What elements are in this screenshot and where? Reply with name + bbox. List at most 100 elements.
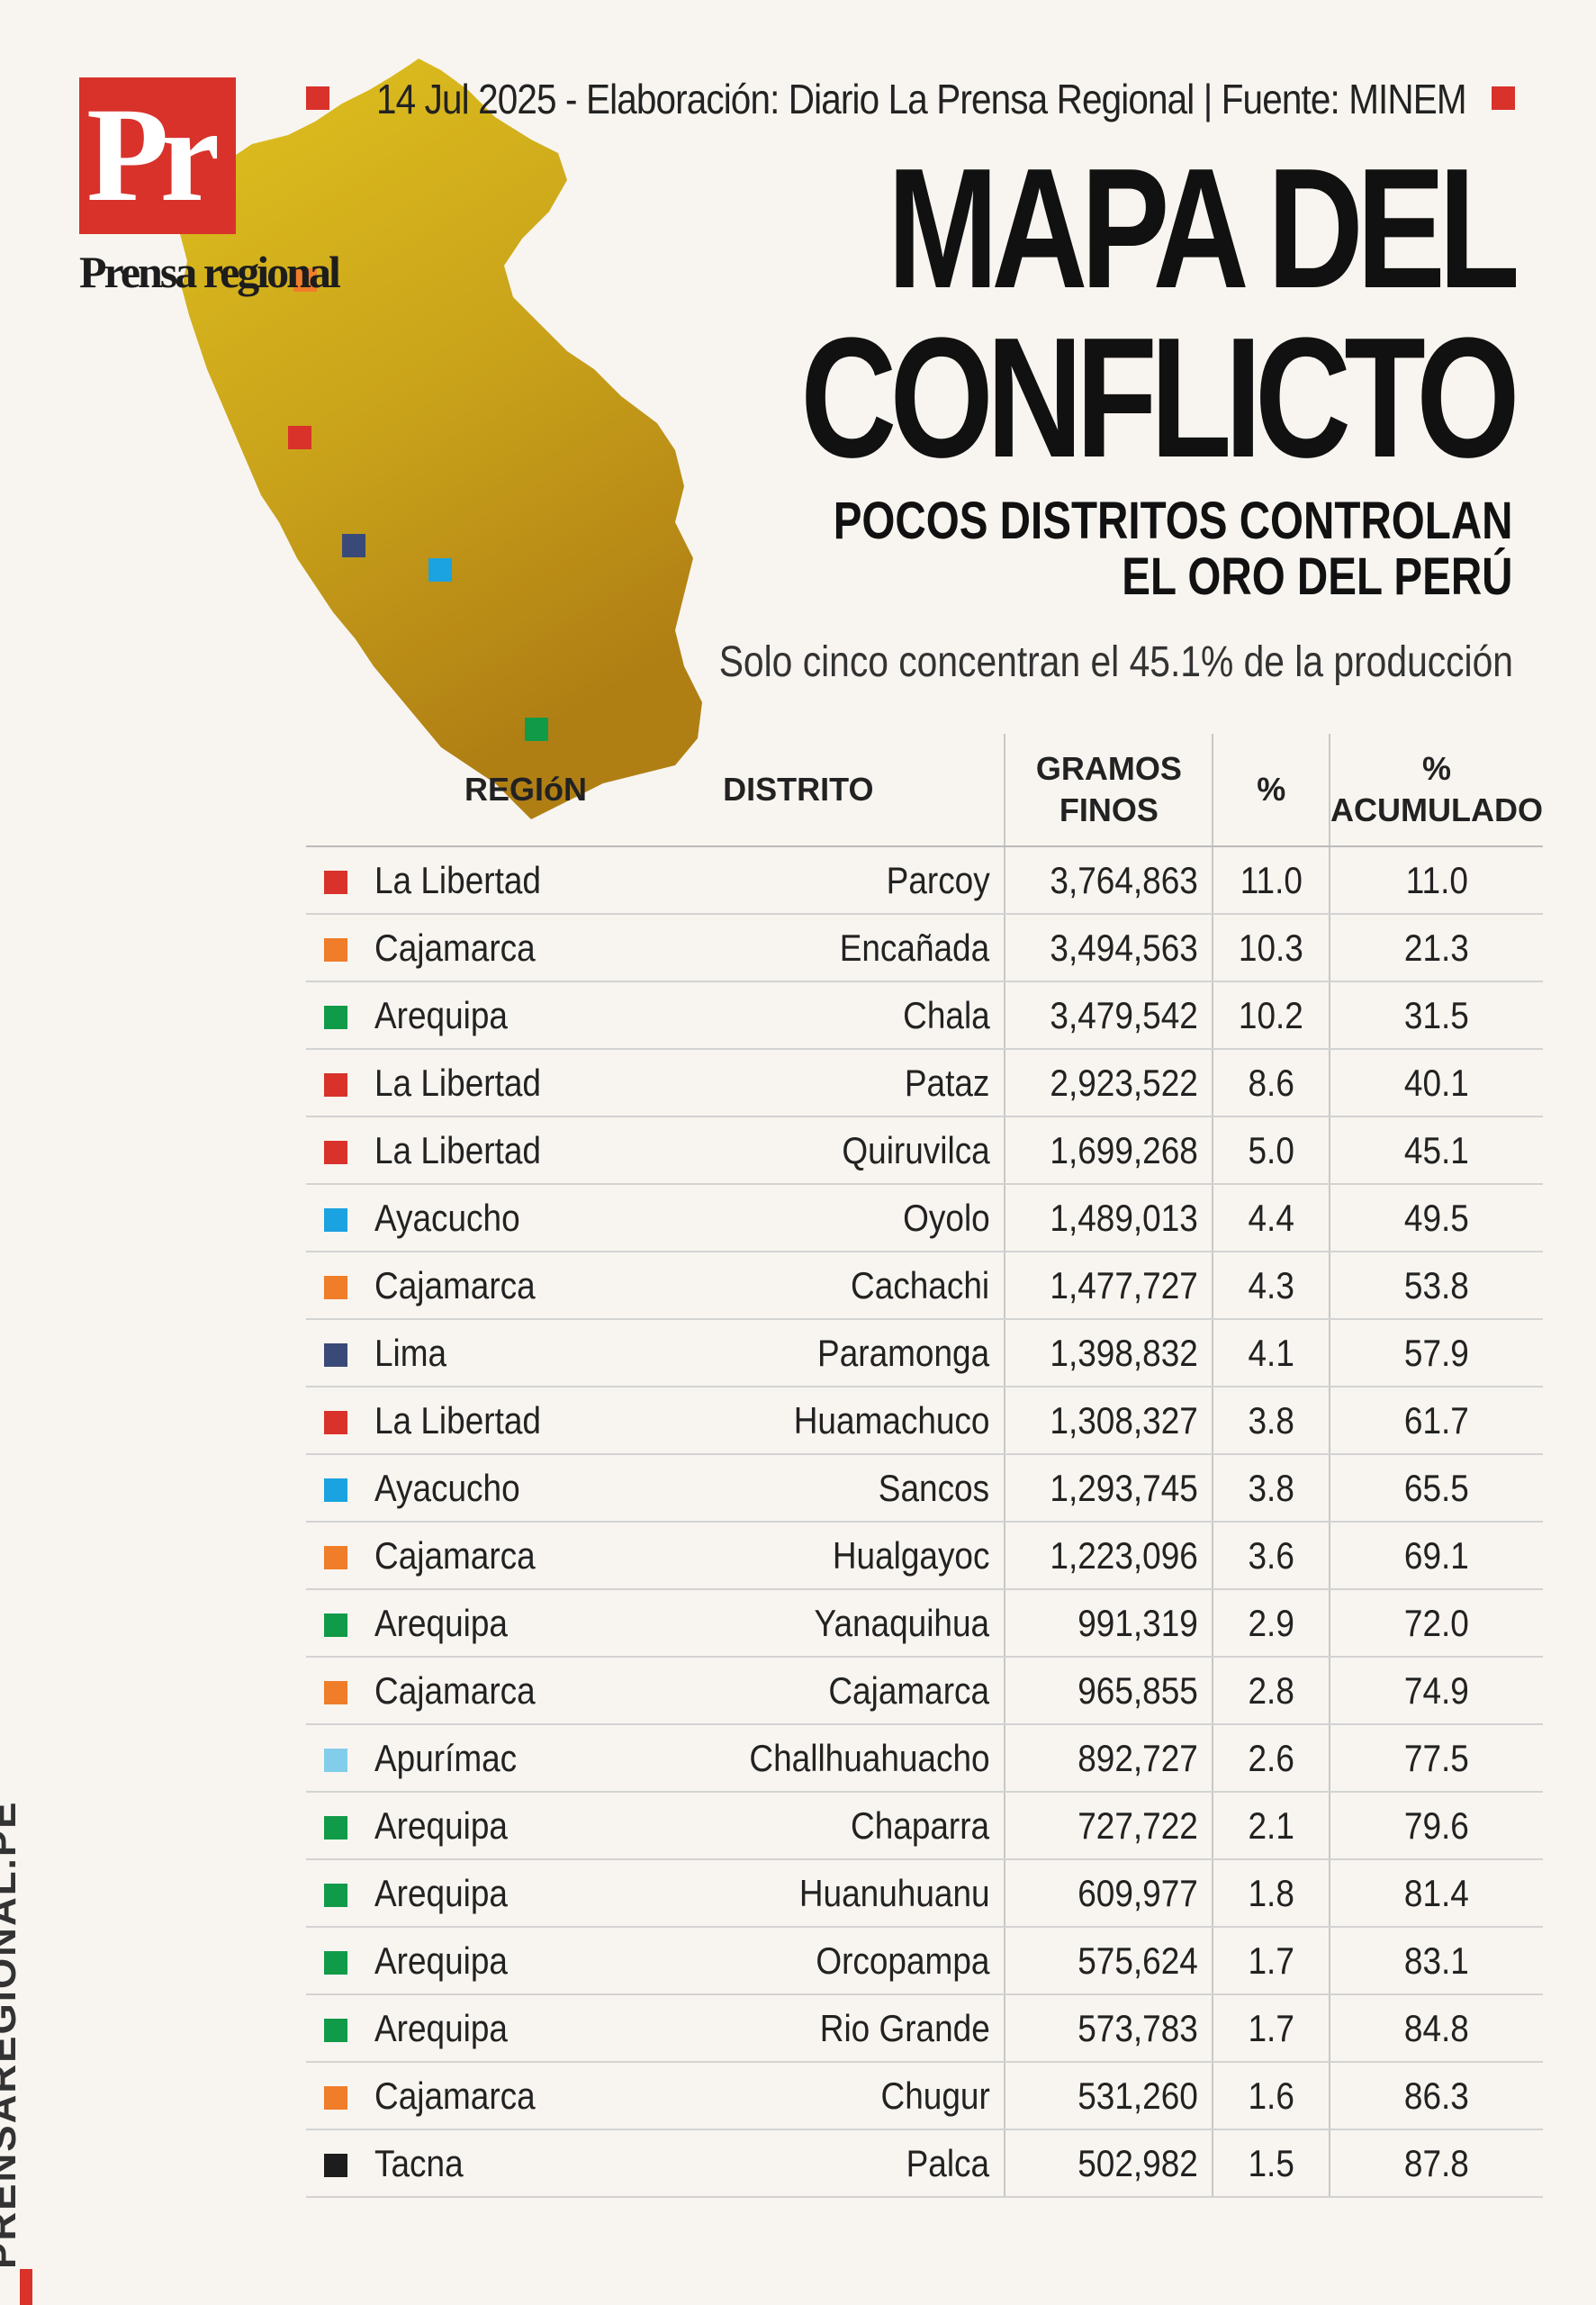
region-color-icon [324,2019,347,2043]
cell-district-text: Cajamarca [828,1668,990,1712]
cell-region: Arequipa [374,1859,652,1928]
cell-percent-text: 11.0 [1240,858,1303,901]
cell-region-text: Arequipa [374,993,508,1036]
cell-grams-text: 965,855 [1077,1668,1198,1712]
cell-accumulated-text: 53.8 [1404,1263,1469,1306]
cell-percent-text: 1.6 [1248,2074,1294,2117]
cell-grams-text: 727,722 [1077,1803,1198,1847]
cell-percent-text: 4.4 [1248,1196,1294,1239]
cell-region-text: Ayacucho [374,1196,520,1239]
cell-percent: 1.7 [1213,1927,1331,1995]
cell-district-text: Yanaquihua [814,1601,990,1644]
table-row: Cajamarca Cajamarca 965,855 2.8 74.9 [306,1657,1543,1725]
cell-accumulated: 84.8 [1330,1994,1543,2063]
color-cell [306,1319,374,1388]
cell-district: Cachachi [651,1252,1006,1320]
cell-accumulated-text: 31.5 [1404,993,1469,1036]
table-row: Ayacucho Oyolo 1,489,013 4.4 49.5 [306,1184,1543,1252]
cell-district: Quiruvilca [651,1116,1006,1185]
cell-percent: 1.5 [1213,2129,1331,2198]
cell-region-text: Apurímac [374,1736,518,1779]
cell-district-text: Paramonga [817,1331,990,1374]
cell-grams: 1,477,727 [1005,1252,1214,1320]
page-title: MAPA DEL CONFLICTO [800,143,1519,484]
table-row: La Libertad Parcoy 3,764,863 11.0 11.0 [306,846,1543,915]
cell-region: Arequipa [374,1792,652,1860]
region-color-icon [324,2154,347,2178]
cell-percent-text: 10.3 [1239,926,1304,969]
marker-lima [342,534,365,557]
cell-percent: 5.0 [1213,1116,1331,1185]
cell-grams: 991,319 [1005,1589,1214,1658]
cell-percent-text: 3.6 [1248,1533,1294,1577]
logo-text: Pr [86,80,220,230]
table-row: Arequipa Huanuhuanu 609,977 1.8 81.4 [306,1859,1543,1928]
cell-percent-text: 4.3 [1248,1263,1294,1306]
cell-grams-text: 892,727 [1077,1736,1198,1779]
cell-grams: 3,494,563 [1005,914,1214,982]
peru-map [171,59,702,819]
table-row: La Libertad Huamachuco 1,308,327 3.8 61.7 [306,1387,1543,1455]
color-cell [306,2129,374,2198]
cell-percent: 1.6 [1213,2062,1331,2130]
cell-percent: 3.8 [1213,1387,1331,1455]
table-row: Arequipa Rio Grande 573,783 1.7 84.8 [306,1994,1543,2063]
cell-grams: 502,982 [1005,2129,1214,2198]
cell-grams-text: 1,477,727 [1049,1263,1198,1306]
marker-ayacucho [428,558,452,582]
table-header-row: REGIóN DISTRITO GRAMOS FINOS % % ACUMULA… [306,734,1543,847]
color-cell [306,1927,374,1995]
cell-region: Cajamarca [374,2062,652,2130]
table-row: Arequipa Chaparra 727,722 2.1 79.6 [306,1792,1543,1860]
cell-percent-text: 2.6 [1248,1736,1294,1779]
color-cell [306,1859,374,1928]
cell-percent-text: 3.8 [1248,1466,1294,1509]
cell-district: Paramonga [651,1319,1006,1388]
cell-district: Palca [651,2129,1006,2198]
cell-grams-text: 1,489,013 [1049,1196,1198,1239]
cell-region: Arequipa [374,1994,652,2063]
cell-district-text: Chugur [880,2074,990,2117]
cell-grams: 1,699,268 [1005,1116,1214,1185]
cell-region: Ayacucho [374,1454,652,1523]
cell-district-text: Hualgayoc [832,1533,990,1577]
credit-line: 14 Jul 2025 - Elaboración: Diario La Pre… [297,72,1515,126]
cell-accumulated-text: 74.9 [1404,1668,1469,1712]
cell-district: Hualgayoc [651,1522,1006,1590]
cell-grams: 573,783 [1005,1994,1214,2063]
cell-accumulated: 45.1 [1330,1116,1543,1185]
cell-region-text: Arequipa [374,2006,508,2049]
cell-district: Encañada [651,914,1006,982]
red-square-icon [306,86,329,110]
color-cell [306,1116,374,1185]
region-color-icon [324,1208,347,1233]
cell-percent-text: 2.8 [1248,1668,1294,1712]
cell-percent-text: 1.8 [1248,1871,1294,1914]
cell-grams-text: 3,479,542 [1049,993,1198,1036]
cell-accumulated-text: 81.4 [1404,1871,1469,1914]
cell-accumulated-text: 79.6 [1404,1803,1469,1847]
cell-accumulated: 77.5 [1330,1724,1543,1793]
marker-la-libertad [288,426,311,449]
cell-grams-text: 1,223,096 [1049,1533,1198,1577]
cell-accumulated-text: 45.1 [1404,1128,1469,1171]
cell-district: Orcopampa [651,1927,1006,1995]
cell-grams: 1,293,745 [1005,1454,1214,1523]
side-url: PRENSAREGIONAL.PE [0,1800,24,2269]
cell-district: Chaparra [651,1792,1006,1860]
region-color-icon [324,1141,347,1165]
marker-cajamarca [293,268,317,292]
cell-percent-text: 2.9 [1248,1601,1294,1644]
peru-silhouette [171,59,702,819]
cell-accumulated: 31.5 [1330,981,1543,1050]
region-color-icon [324,938,347,963]
cell-region-text: Cajamarca [374,2074,536,2117]
cell-district-text: Encañada [839,926,990,969]
cell-region-text: La Libertad [374,858,541,901]
header-grams-line-1: GRAMOS [1035,750,1182,787]
header-district: DISTRITO [651,734,1006,847]
red-square-icon [1492,86,1515,110]
color-cell [306,1454,374,1523]
table-row: La Libertad Pataz 2,923,522 8.6 40.1 [306,1049,1543,1117]
cell-district-text: Quiruvilca [842,1128,990,1171]
